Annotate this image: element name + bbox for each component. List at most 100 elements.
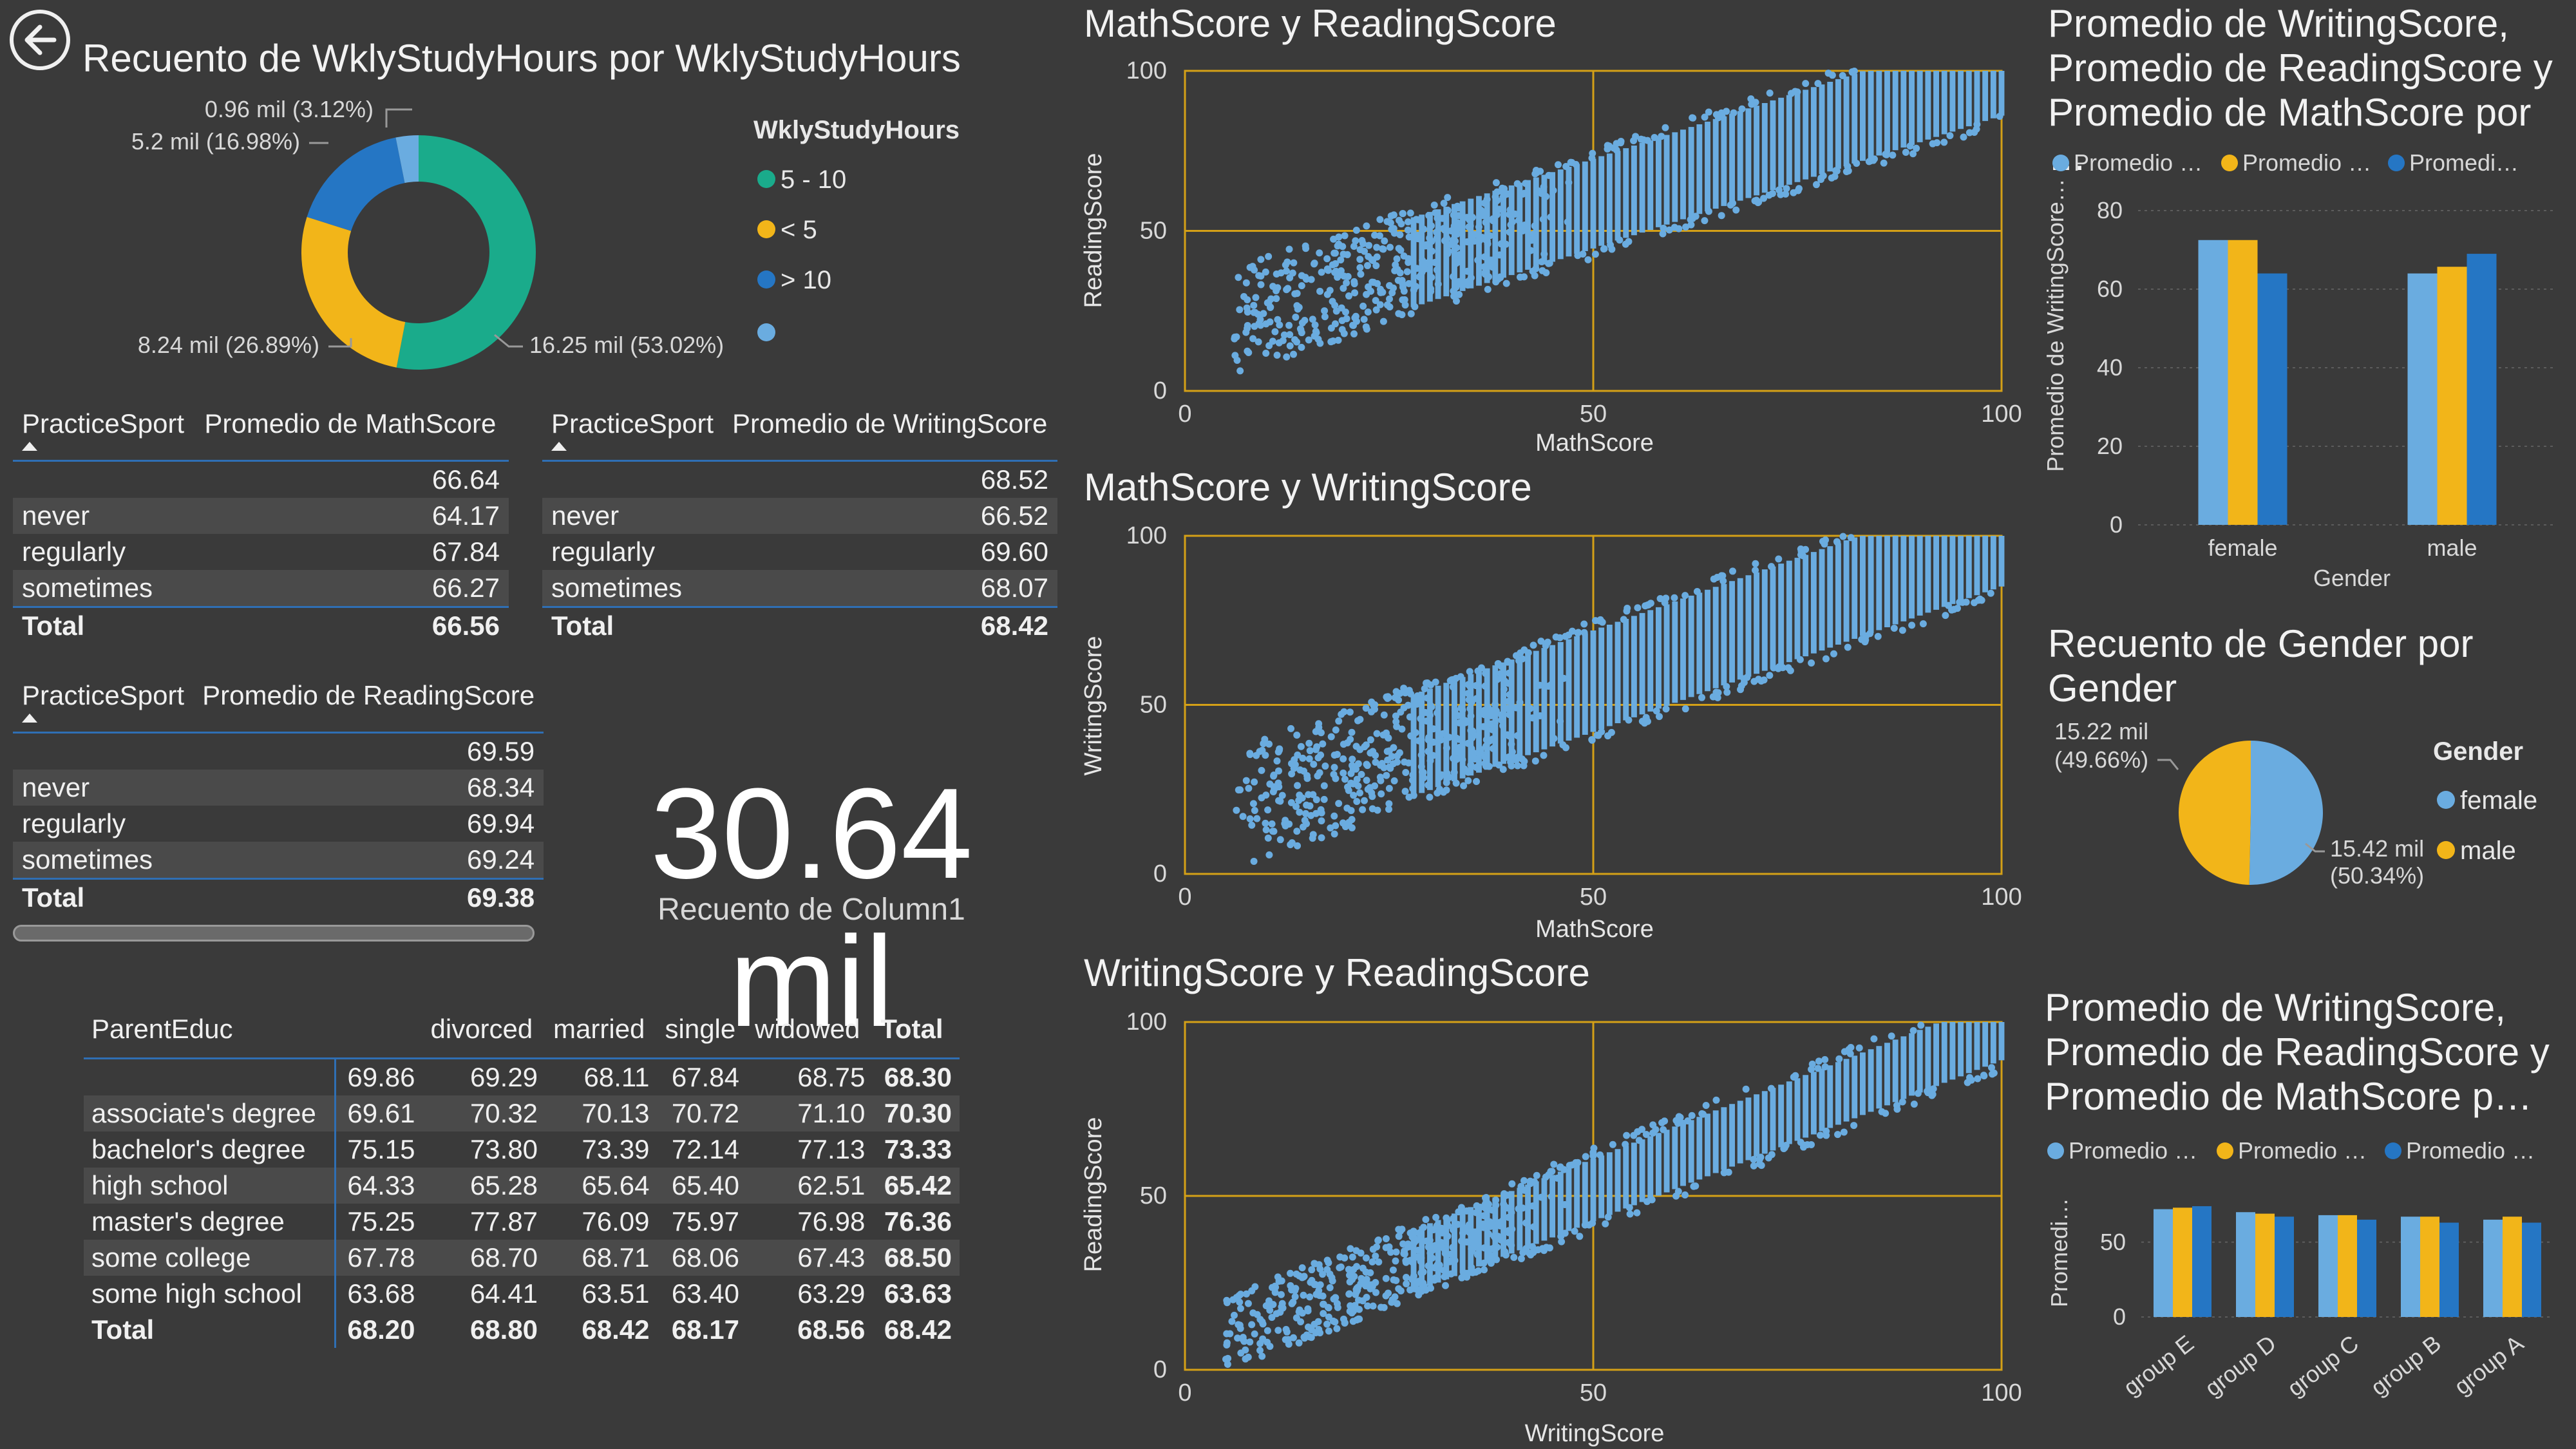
scatter-point xyxy=(1608,245,1616,253)
scatter-point xyxy=(1291,761,1299,768)
scatter-point xyxy=(1350,330,1358,337)
scatter-point xyxy=(1352,743,1360,750)
back-arrow-icon[interactable] xyxy=(8,8,72,72)
scatter-point xyxy=(1447,1250,1455,1258)
horizontal-scrollbar[interactable] xyxy=(13,925,535,942)
scatter-point xyxy=(1260,740,1267,748)
bar xyxy=(2522,1222,2541,1317)
scatter-point xyxy=(1452,779,1460,787)
matrix-header[interactable]: Total xyxy=(873,1011,960,1059)
scatter-point xyxy=(1444,247,1452,255)
matrix-header[interactable]: single xyxy=(657,1011,747,1059)
scatter-point xyxy=(1404,1243,1412,1251)
scatter-point xyxy=(1353,775,1361,783)
scatter-point xyxy=(1465,223,1473,231)
scatter-point xyxy=(1429,752,1437,759)
table-header[interactable]: PracticeSport xyxy=(542,406,723,461)
scatter-point xyxy=(1357,270,1365,278)
scatter-point xyxy=(1359,302,1367,310)
matrix-header[interactable]: married xyxy=(545,1011,658,1059)
scatter-point xyxy=(1331,830,1338,838)
scatter-point xyxy=(1504,1191,1511,1199)
scatter-point xyxy=(1796,656,1804,663)
scatter-point xyxy=(1374,1236,1382,1244)
scatter-point xyxy=(1228,1318,1236,1325)
scatter-point xyxy=(1514,762,1522,770)
table-header[interactable]: Promedio de MathScore xyxy=(204,408,497,439)
matrix-header[interactable]: divorced xyxy=(422,1011,546,1059)
scatter-point xyxy=(1777,191,1785,198)
scatter-point xyxy=(1848,68,1856,75)
matrix-header[interactable] xyxy=(335,1011,423,1059)
scatter-point xyxy=(1634,604,1642,612)
scatter-point xyxy=(1392,712,1399,720)
scatter-point xyxy=(1464,739,1472,747)
scatter-point xyxy=(1342,308,1350,316)
scatter-point xyxy=(1344,272,1352,280)
scatter-point xyxy=(1566,1162,1573,1170)
scatter-point xyxy=(1393,1300,1401,1307)
scatter-point xyxy=(1329,298,1336,305)
scatter-point xyxy=(1661,599,1669,607)
scatter-points xyxy=(1231,67,2005,375)
scatter-point xyxy=(1434,1261,1441,1269)
scatter-point xyxy=(1962,598,1970,606)
x-tick-label: 0 xyxy=(1178,1379,1191,1406)
scatter-point xyxy=(1443,779,1450,786)
table-header[interactable]: Promedio de WritingScore xyxy=(732,408,1048,439)
scatter-point xyxy=(1274,316,1282,323)
scatter-point xyxy=(1426,1249,1434,1257)
scatter-point xyxy=(1332,307,1340,315)
scatter-point xyxy=(1302,274,1309,281)
scatter-point xyxy=(1299,823,1307,831)
scatter-point xyxy=(1431,258,1439,266)
scatter-point xyxy=(1802,80,1810,88)
scatter-point xyxy=(1350,1273,1358,1280)
scatter-point xyxy=(1417,1254,1425,1262)
scatter-point xyxy=(1437,1238,1445,1246)
scatter-point xyxy=(1455,1208,1463,1216)
scatter-point xyxy=(1368,793,1376,800)
scatter-point xyxy=(1271,328,1279,336)
scatter-point xyxy=(1441,1273,1448,1280)
matrix-header[interactable]: ParentEduc xyxy=(84,1011,336,1059)
scatter-point xyxy=(1477,749,1485,757)
table-header[interactable]: PracticeSport xyxy=(13,406,195,461)
scatter-point xyxy=(1327,733,1335,741)
scatter-point xyxy=(1845,1046,1853,1054)
pie-slice xyxy=(2249,741,2323,885)
scatter-point xyxy=(1620,616,1627,623)
scatter-point xyxy=(1500,685,1508,693)
bar-group-chart: Promedio … Promedio … Promedio … Promedi… xyxy=(2046,1137,2553,1401)
scatter-point xyxy=(1490,1244,1498,1252)
scatter-point xyxy=(1596,1151,1604,1159)
table-header[interactable]: PracticeSport xyxy=(13,677,193,733)
table-header[interactable]: Promedio de ReadingScore xyxy=(202,680,535,710)
scatter-point xyxy=(1385,1289,1392,1297)
matrix-row: master's degree 75.25 77.87 76.09 75.97 76.98… xyxy=(84,1204,960,1240)
scatter-point xyxy=(1828,71,1836,79)
scatter-point xyxy=(1383,748,1391,755)
scatter-point xyxy=(1506,228,1513,236)
matrix-header[interactable]: widowed xyxy=(746,1011,873,1059)
scatter-point xyxy=(1300,1291,1307,1299)
scatter-point xyxy=(1379,731,1387,739)
scatter-point xyxy=(1492,1201,1500,1209)
bar xyxy=(2420,1217,2439,1317)
scatter-point xyxy=(1728,567,1736,575)
scatter-point xyxy=(1431,1242,1439,1249)
scatter-point xyxy=(1408,776,1416,784)
x-tick-label: 50 xyxy=(1580,401,1607,428)
scatter-point xyxy=(1350,280,1358,288)
scatter-point xyxy=(1519,227,1526,234)
scatter-point xyxy=(1539,1245,1546,1253)
scatter-point xyxy=(1388,225,1396,233)
scatter-point xyxy=(1453,734,1461,742)
scatter-point xyxy=(1457,280,1465,288)
scatter-point xyxy=(1580,629,1588,636)
scatter-point xyxy=(1890,624,1898,632)
scatter-point xyxy=(1285,245,1293,253)
scatter-point xyxy=(1258,766,1265,774)
scatter-point xyxy=(1327,338,1335,346)
bar-gender-title: Promedio de WritingScore, Promedio de Re… xyxy=(2048,2,2553,178)
